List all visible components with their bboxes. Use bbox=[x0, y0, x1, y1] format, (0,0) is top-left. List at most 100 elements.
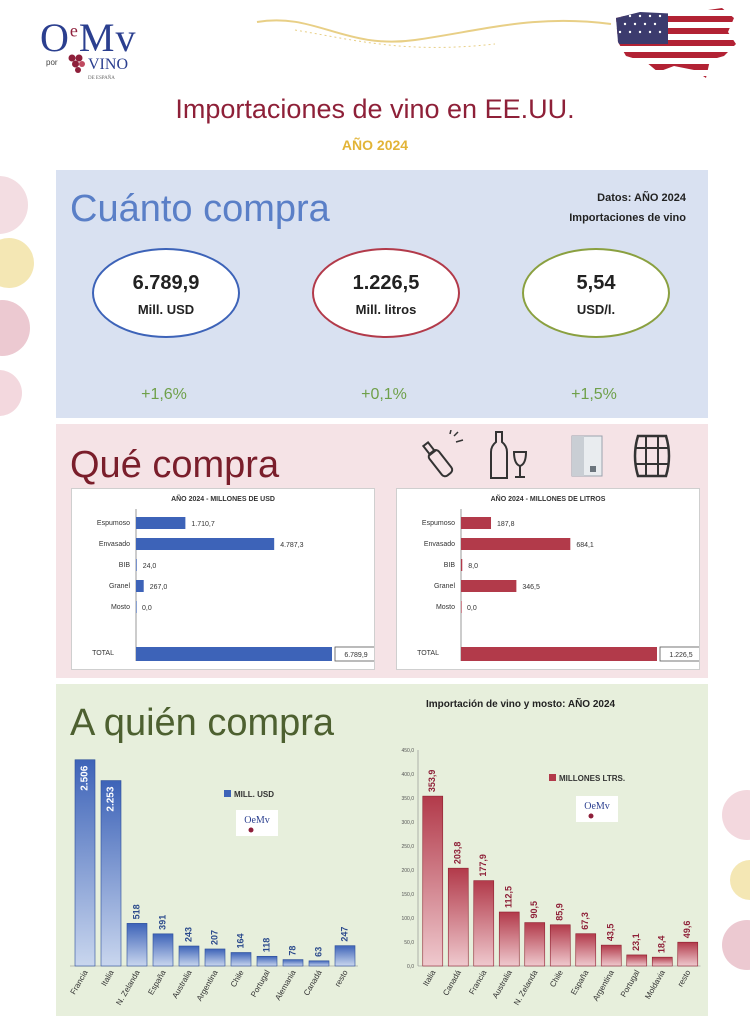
change-litros: +0,1% bbox=[361, 386, 407, 403]
category-label: BIB bbox=[119, 562, 131, 569]
total-value-box bbox=[659, 646, 699, 662]
grapes-icon bbox=[68, 54, 85, 73]
legend-swatch bbox=[549, 774, 556, 781]
y-tick-label: 300,0 bbox=[401, 820, 414, 826]
category-label: Chile bbox=[548, 968, 565, 989]
decorative-circle bbox=[0, 370, 22, 416]
category-label: Francia bbox=[69, 968, 90, 996]
kpi-volume-litros: 1.226,5 Mill. litros bbox=[312, 248, 460, 338]
chart-origen-litros: 0,0 50,0 100,0 150,0 200,0 250,0 300,0 350,0 400… bbox=[401, 748, 701, 1007]
bar bbox=[473, 880, 495, 967]
chart-title: AÑO 2024 - MILLONES DE LITROS bbox=[491, 494, 606, 503]
total-bar bbox=[136, 647, 332, 661]
value-label: 207 bbox=[209, 930, 219, 945]
heading-cuanto-compra: Cuánto compra bbox=[70, 188, 330, 230]
category-label: Mosto bbox=[111, 604, 130, 611]
value-label: 90,5 bbox=[529, 901, 539, 919]
value-label: 49,6 bbox=[682, 921, 692, 939]
decorative-line bbox=[256, 19, 612, 48]
category-label: Mosto bbox=[436, 604, 455, 611]
value-label: 164 bbox=[235, 933, 245, 948]
page-title: Importaciones de vino en EE.UU. bbox=[175, 94, 575, 124]
category-label: Moldavia bbox=[643, 968, 667, 1001]
wine-bottle-glass-icon bbox=[490, 431, 528, 479]
category-label: Alemania bbox=[273, 968, 298, 1002]
bar bbox=[100, 780, 122, 967]
kpi-price-value: 5,54 bbox=[576, 272, 616, 294]
chart-tipo-litros: AÑO 2024 - MILLONES DE LITROS Espumoso 187… bbox=[396, 488, 700, 670]
value-label: 2.253 bbox=[106, 786, 117, 811]
chart-tipo-usd-svg: AÑO 2024 - MILLONES DE USD Espumoso 1.710,… bbox=[92, 494, 374, 662]
value-label: 85,9 bbox=[555, 903, 565, 921]
value-label: 177,9 bbox=[478, 854, 488, 877]
vino-logo: VINO DE ESPAÑA bbox=[88, 56, 128, 86]
category-label: Espumoso bbox=[97, 520, 130, 527]
usa-map-flag-icon bbox=[616, 8, 736, 78]
total-value: 1.226,5 bbox=[669, 652, 692, 659]
bar bbox=[524, 922, 546, 967]
value-label: 8,0 bbox=[468, 563, 478, 570]
heading-a-quien-compra: A quién compra bbox=[70, 702, 335, 744]
bar bbox=[461, 559, 463, 571]
category-label: resto bbox=[676, 968, 693, 988]
bar bbox=[447, 867, 469, 967]
change-price: +1,5% bbox=[571, 386, 617, 403]
kpi-price-per-litre: 5,54 USD/l. bbox=[522, 248, 670, 338]
heading-que-compra: Qué compra bbox=[70, 444, 280, 486]
champagne-bottle-icon bbox=[421, 430, 464, 478]
value-label: 684,1 bbox=[576, 542, 594, 549]
value-label: 23,1 bbox=[631, 933, 641, 951]
category-label: Francia bbox=[467, 968, 488, 996]
bar bbox=[204, 948, 226, 967]
value-label: 78 bbox=[287, 946, 297, 956]
category-label: Australia bbox=[170, 968, 194, 1000]
value-label: 18,4 bbox=[657, 936, 667, 954]
decorative-circle bbox=[0, 300, 30, 356]
logo-por-text: por bbox=[46, 58, 58, 67]
value-label: 203,8 bbox=[453, 842, 463, 865]
bar bbox=[256, 955, 278, 967]
category-label: Canadá bbox=[441, 968, 463, 997]
datos-year: Datos: AÑO 2024 bbox=[597, 192, 686, 204]
oemv-badge bbox=[236, 810, 278, 836]
bar bbox=[498, 911, 520, 967]
category-label: Espumoso bbox=[422, 520, 455, 527]
value-label: 247 bbox=[339, 927, 349, 942]
bar bbox=[136, 580, 144, 592]
bar bbox=[136, 517, 186, 529]
category-label: Italia bbox=[99, 968, 116, 988]
value-label: 0,0 bbox=[467, 605, 477, 612]
kpi-usd-value: 6.789,9 bbox=[132, 272, 200, 294]
chart-tipo-litros-svg: AÑO 2024 - MILLONES DE LITROS Espumoso 187… bbox=[417, 494, 699, 662]
category-label: Granel bbox=[109, 583, 130, 590]
bar bbox=[461, 517, 492, 529]
kpi-litros-unit: Mill. litros bbox=[355, 302, 417, 317]
legend-swatch bbox=[224, 790, 231, 797]
barrel-icon bbox=[633, 434, 671, 478]
value-label: 391 bbox=[157, 915, 167, 930]
change-usd: +1,6% bbox=[141, 386, 187, 403]
value-label: 67,3 bbox=[580, 912, 590, 930]
bar bbox=[334, 945, 356, 967]
decorative-circle bbox=[722, 920, 750, 970]
vino-logo-text: VINO bbox=[88, 56, 128, 73]
oemv-badge-logo: OeMv bbox=[584, 801, 610, 812]
total-label: TOTAL bbox=[92, 650, 114, 657]
total-label: TOTAL bbox=[417, 650, 439, 657]
category-label: Envasado bbox=[99, 541, 130, 548]
chart-origen-usd: 2.506 Francia 2.253 Italia 518 N. Zelanda 391 E… bbox=[69, 759, 358, 1007]
decorative-circle bbox=[730, 860, 750, 900]
oemv-logo: OeMv bbox=[40, 15, 137, 60]
decorative-circle bbox=[722, 790, 750, 840]
oemv-badge-logo: OeMv bbox=[244, 815, 270, 826]
kpi-value-usd: 6.789,9 Mill. USD bbox=[92, 248, 240, 338]
y-tick-label: 200,0 bbox=[401, 868, 414, 874]
value-label: 63 bbox=[313, 947, 323, 957]
bar bbox=[651, 956, 673, 967]
value-label: 2.506 bbox=[80, 765, 91, 790]
chart-origen-title: Importación de vino y mosto: AÑO 2024 bbox=[426, 699, 616, 710]
category-label: España bbox=[569, 968, 591, 996]
category-label: Granel bbox=[434, 583, 455, 590]
bar bbox=[126, 923, 148, 967]
value-label: 118 bbox=[261, 938, 271, 953]
